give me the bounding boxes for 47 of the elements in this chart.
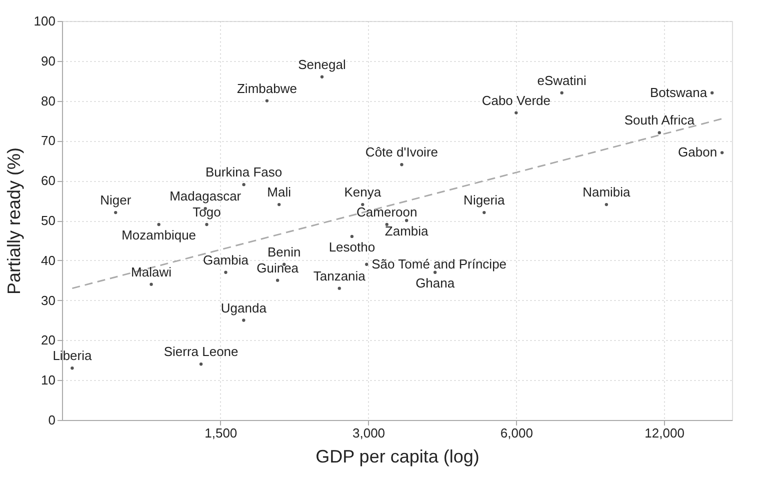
annotation: Benin — [267, 244, 301, 260]
annotation: Niger — [100, 192, 132, 208]
y-tick-label: 70 — [41, 133, 56, 148]
annotation: Burkina Faso — [206, 164, 282, 180]
annotation: Tanzania — [313, 268, 366, 284]
annotation: Zimbabwe — [236, 80, 297, 96]
annotation: Togo — [192, 204, 221, 220]
y-tick-label: 0 — [48, 412, 56, 428]
x-tick-label: 3,000 — [352, 426, 386, 440]
y-tick-label: 10 — [41, 372, 56, 388]
annotation: Cabo Verde — [482, 92, 550, 108]
annotation: Sierra Leone — [164, 344, 238, 360]
annotation: eSwatini — [537, 72, 587, 88]
annotation: Namibia — [582, 184, 632, 200]
annotation: São Tomé and Príncipe — [372, 256, 507, 272]
annotation: Guinea — [256, 260, 300, 276]
y-tick-label: 50 — [41, 213, 56, 228]
x-tick-label: 12,000 — [644, 426, 684, 440]
annotation: Madagascar — [170, 188, 242, 204]
annotation: Lesotho — [328, 239, 376, 254]
annotation: Nigeria — [464, 192, 506, 208]
annotation: Senegal — [298, 56, 346, 72]
x-tick-label: 6,000 — [500, 426, 533, 440]
y-tick-label: 100 — [34, 14, 56, 28]
y-tick-label: 30 — [41, 292, 56, 308]
annotation: Gambia — [202, 252, 250, 268]
x-tick-label: 1,500 — [204, 426, 238, 440]
annotation: Côte d'Ivoire — [365, 144, 438, 160]
y-tick-label: 80 — [41, 93, 56, 108]
y-axis-title: Partially ready (%) — [4, 147, 24, 295]
y-tick-label: 40 — [41, 252, 56, 268]
annotation: Gabon — [678, 144, 718, 160]
annotation: Uganda — [220, 300, 268, 316]
annotation: Mali — [267, 184, 292, 200]
annotation: Mozambique — [122, 227, 196, 242]
y-tick-label: 90 — [41, 53, 56, 68]
annotation: South Africa — [624, 112, 696, 128]
y-tick-label: 60 — [41, 173, 56, 188]
annotation: Kenya — [344, 184, 382, 200]
x-axis-title: GDP per capita (log) — [316, 446, 480, 466]
annotation: Ghana — [416, 275, 456, 290]
annotation: Botswana — [650, 84, 708, 100]
annotation: Cameroon — [356, 204, 418, 220]
annotation: Liberia — [52, 348, 92, 364]
annotation: Zambia — [384, 224, 430, 238]
y-tick-label: 20 — [41, 332, 56, 348]
annotation: Malawi — [131, 264, 172, 280]
